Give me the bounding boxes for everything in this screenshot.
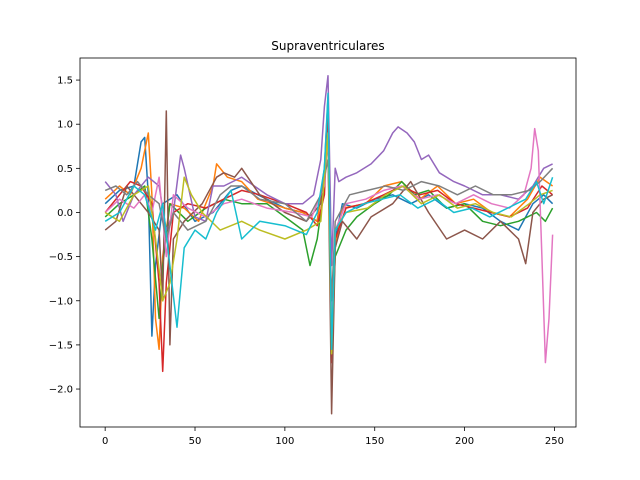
x-tick-label: 100 <box>275 436 294 447</box>
plot-lines <box>104 74 554 415</box>
x-tick-label: 150 <box>365 436 384 447</box>
chart-title: Supraventriculares <box>271 39 384 53</box>
y-tick-label: −2.0 <box>49 385 73 396</box>
x-tick-label: 250 <box>545 436 564 447</box>
series-line-10 <box>104 92 554 351</box>
y-tick-label: 0.0 <box>57 208 73 219</box>
x-tick-label: 0 <box>102 436 108 447</box>
y-axis: −2.0 −1.5 −1.0 −0.5 0.0 0.5 1.0 1.5 <box>49 76 80 396</box>
y-tick-label: −1.5 <box>49 340 73 351</box>
x-axis: 0 50 100 150 200 250 <box>102 427 564 447</box>
x-tick-label: 200 <box>455 436 474 447</box>
y-tick-label: −1.0 <box>49 296 73 307</box>
y-tick-label: −0.5 <box>49 252 73 263</box>
series-line-9 <box>104 132 553 355</box>
y-tick-label: 1.5 <box>57 76 73 87</box>
y-tick-label: 1.0 <box>57 120 73 131</box>
y-tick-label: 0.5 <box>57 164 73 175</box>
x-tick-label: 50 <box>189 436 202 447</box>
plot-frame <box>79 57 577 428</box>
